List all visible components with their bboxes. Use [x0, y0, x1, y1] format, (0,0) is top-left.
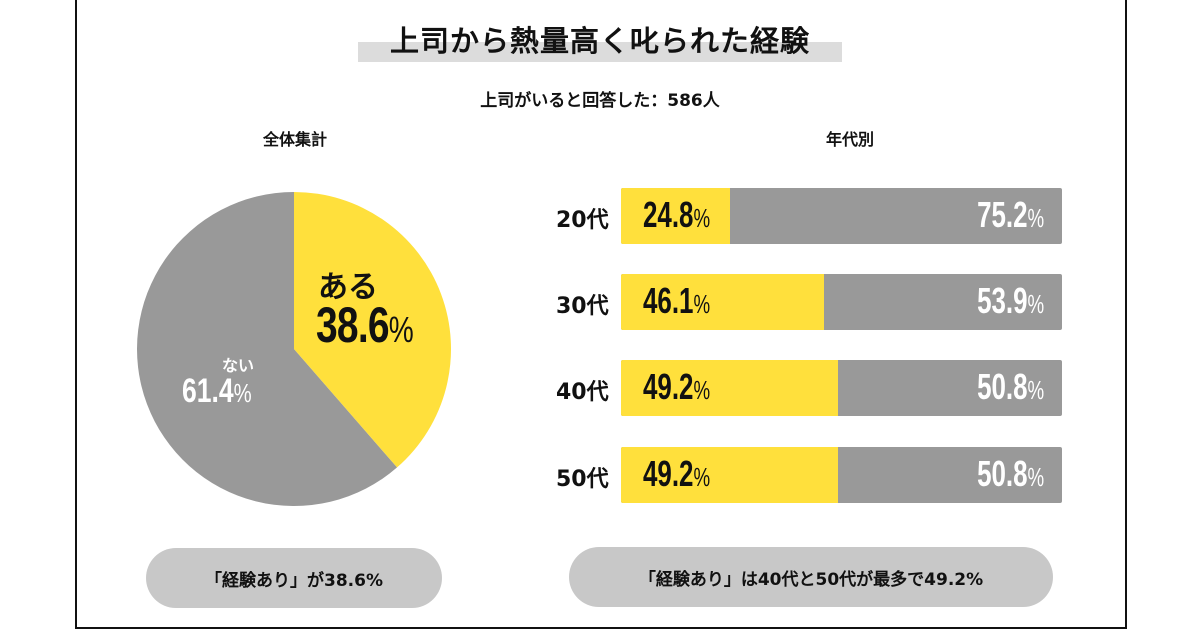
- bar-no-value: 50.8%: [977, 453, 1044, 495]
- pie-slice-no: [137, 192, 398, 507]
- bar-no-value: 50.8%: [977, 366, 1044, 408]
- bar-row-0: 20代 24.8% 75.2%: [548, 188, 1068, 244]
- bar-no-value-unit: %: [1027, 462, 1044, 492]
- bar-no-value-unit: %: [1027, 375, 1044, 405]
- bar-category-label: 50代: [556, 467, 609, 492]
- bar-yes-segment: [621, 274, 825, 330]
- bar-yes-value: 49.2%: [643, 366, 710, 408]
- bar-yes-value-number: 24.8: [643, 194, 694, 235]
- pie-value-no-unit: %: [233, 378, 252, 408]
- bar-no-value-unit: %: [1027, 203, 1044, 233]
- bar-category-label: 40代: [556, 380, 609, 405]
- bar-row-3: 50代 49.2% 50.8%: [548, 447, 1068, 503]
- pie-slice-yes: [294, 192, 451, 468]
- summary-text-overall: 「経験あり」が38.6%: [205, 570, 383, 591]
- bar-no-value: 53.9%: [977, 280, 1044, 322]
- title-highlight-band: [358, 42, 842, 62]
- bar-no-segment: 24.8% 75.2%: [621, 188, 1062, 244]
- pie-section-title: 全体集計: [262, 130, 327, 149]
- bar-category-label: 20代: [556, 208, 609, 233]
- bar-yes-value-unit: %: [693, 289, 711, 319]
- bar-no-segment: 49.2% 50.8%: [621, 360, 1062, 416]
- pie-value-no-number: 61.4: [182, 372, 234, 410]
- bar-yes-value-number: 49.2: [643, 366, 694, 407]
- bar-no-value: 75.2%: [977, 194, 1044, 236]
- bar-no-value-number: 50.8: [976, 366, 1028, 407]
- summary-pill-overall: 「経験あり」が38.6%: [146, 548, 442, 608]
- pie-value-yes-number: 38.6: [316, 297, 390, 353]
- bar-no-value-number: 50.8: [976, 453, 1028, 494]
- bar-no-segment: 49.2% 50.8%: [621, 447, 1062, 503]
- bar-no-value-number: 53.9: [976, 280, 1028, 321]
- bar-row-2: 40代 49.2% 50.8%: [548, 360, 1068, 416]
- bar-yes-value: 46.1%: [643, 280, 710, 322]
- summary-pill-by-age: 「経験あり」は40代と50代が最多で49.2%: [569, 547, 1053, 607]
- bar-row-1: 30代 46.1% 53.9%: [548, 274, 1068, 330]
- bar-no-value-unit: %: [1027, 289, 1044, 319]
- bar-yes-segment: [621, 447, 838, 503]
- bar-yes-value: 49.2%: [643, 453, 710, 495]
- bar-no-segment: 46.1% 53.9%: [621, 274, 1062, 330]
- bar-yes-value-unit: %: [693, 375, 711, 405]
- pie-label-no: ない: [222, 356, 255, 375]
- chart-frame: [75, 0, 1127, 629]
- bar-yes-value-number: 49.2: [643, 453, 694, 494]
- bar-category-label: 30代: [556, 294, 609, 319]
- pie-label-yes: ある: [318, 270, 378, 305]
- pie-value-yes: 38.6%: [316, 296, 414, 354]
- pie-value-yes-unit: %: [388, 309, 414, 350]
- bar-no-value-number: 75.2: [976, 194, 1028, 235]
- chart-subtitle: 上司がいると回答した：586人: [480, 91, 720, 111]
- chart-title: 上司から熱量高く叱られた経験: [389, 24, 810, 58]
- bar-yes-segment: [621, 360, 838, 416]
- bar-yes-value-unit: %: [693, 203, 711, 233]
- bar-yes-value: 24.8%: [643, 194, 710, 236]
- bar-yes-value-unit: %: [693, 462, 711, 492]
- bar-yes-segment: [621, 188, 731, 244]
- summary-text-by-age: 「経験あり」は40代と50代が最多で49.2%: [638, 569, 984, 590]
- pie-value-no: 61.4%: [182, 372, 252, 411]
- bar-section-title: 年代別: [825, 130, 874, 149]
- bar-yes-value-number: 46.1: [643, 280, 694, 321]
